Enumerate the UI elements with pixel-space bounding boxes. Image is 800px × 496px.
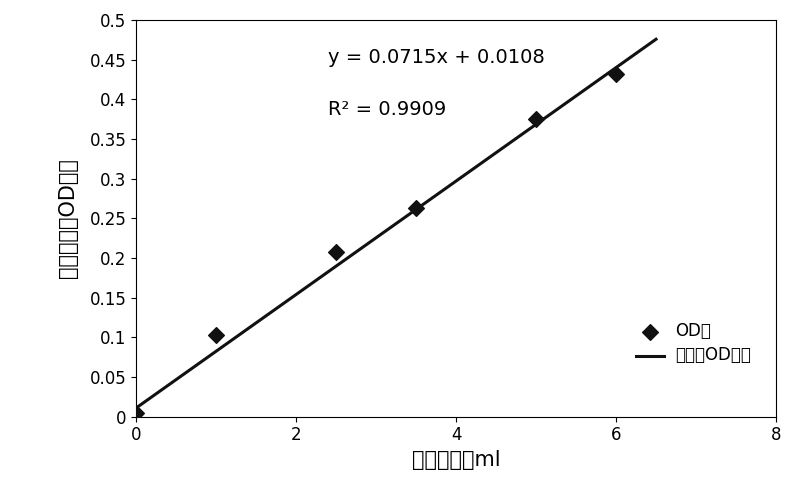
OD值	[130, 409, 142, 417]
Text: R² = 0.9909: R² = 0.9909	[328, 100, 446, 119]
Y-axis label: 光密度值（OD值）: 光密度值（OD值）	[58, 158, 78, 278]
OD值	[410, 204, 422, 212]
线性（OD值）	[131, 405, 141, 411]
Line: 线性（OD值）: 线性（OD值）	[136, 39, 656, 408]
线性（OD值）	[602, 71, 612, 77]
OD值	[330, 248, 342, 256]
OD值	[530, 115, 542, 123]
OD值	[210, 331, 222, 339]
线性（OD值）	[450, 180, 459, 186]
Text: y = 0.0715x + 0.0108: y = 0.0715x + 0.0108	[328, 49, 545, 67]
线性（OD值）	[651, 36, 661, 42]
X-axis label: 硒标准液量ml: 硒标准液量ml	[412, 450, 500, 470]
线性（OD值）	[570, 94, 579, 100]
线性（OD值）	[133, 404, 142, 410]
线性（OD值）	[441, 186, 450, 191]
线性（OD值）	[439, 187, 449, 193]
Legend: OD值, 线性（OD值）: OD值, 线性（OD值）	[630, 316, 756, 370]
OD值	[610, 70, 622, 78]
